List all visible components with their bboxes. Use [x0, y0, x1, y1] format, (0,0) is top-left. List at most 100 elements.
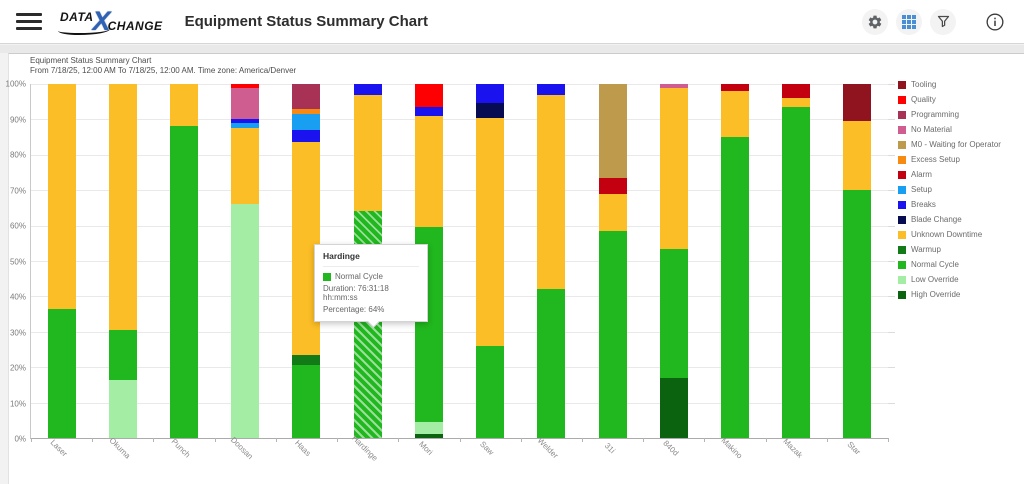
stacked-bar-mori[interactable] [414, 84, 443, 438]
bar-segment[interactable] [537, 289, 566, 438]
legend-item[interactable]: Blade Change [898, 212, 1020, 227]
stacked-bar-okuma[interactable] [108, 84, 137, 438]
bar-segment[interactable] [292, 354, 321, 366]
bar-segment[interactable] [598, 84, 627, 178]
bar-segment[interactable] [353, 94, 382, 212]
legend-item[interactable]: Tooling [898, 77, 1020, 92]
stacked-bar-makino[interactable] [720, 84, 749, 438]
bar-segment[interactable] [414, 115, 443, 228]
legend-item[interactable]: Excess Setup [898, 152, 1020, 167]
bar-segment[interactable] [476, 117, 505, 346]
bar-segment[interactable] [231, 87, 260, 120]
legend-label: High Override [911, 290, 961, 299]
legend-item[interactable]: High Override [898, 287, 1020, 302]
bar-segment[interactable] [108, 379, 137, 438]
settings-button[interactable] [862, 8, 888, 35]
bar-segment[interactable] [476, 84, 505, 104]
bar-segment[interactable] [292, 84, 321, 109]
bar-segment[interactable] [170, 126, 199, 438]
bar-segment[interactable] [537, 84, 566, 95]
legend-item[interactable]: M0 - Waiting for Operator [898, 137, 1020, 152]
bar-segment[interactable] [231, 204, 260, 438]
bar-column [215, 84, 276, 438]
stacked-bar-mazak[interactable] [782, 84, 811, 438]
stacked-bar-punch[interactable] [170, 84, 199, 438]
bar-segment[interactable] [414, 84, 443, 108]
tooltip-title: Hardinge [323, 251, 419, 267]
bar-segment[interactable] [659, 84, 688, 88]
grid-view-button[interactable] [896, 8, 922, 35]
bar-segment[interactable] [598, 177, 627, 194]
bar-segment[interactable] [414, 107, 443, 116]
legend-swatch [898, 245, 906, 254]
x-axis-tick [398, 438, 400, 442]
bar-segment[interactable] [843, 121, 872, 191]
bar-segment[interactable] [720, 91, 749, 138]
bar-segment[interactable] [598, 193, 627, 231]
bar-segment[interactable] [476, 345, 505, 438]
legend-swatch [898, 170, 906, 179]
stacked-bar-31i[interactable] [598, 84, 627, 438]
bar-segment[interactable] [170, 84, 199, 127]
legend-item[interactable]: Alarm [898, 167, 1020, 182]
bar-segment[interactable] [843, 84, 872, 122]
bar-segment[interactable] [720, 137, 749, 438]
legend-item[interactable]: Unknown Downtime [898, 227, 1020, 242]
bar-segment[interactable] [720, 84, 749, 92]
bar-segment[interactable] [659, 248, 688, 378]
bar-segment[interactable] [231, 119, 260, 123]
stacked-bar-laser[interactable] [47, 84, 76, 438]
bar-segment[interactable] [231, 128, 260, 205]
legend-item[interactable]: Warmup [898, 242, 1020, 257]
bar-segment[interactable] [843, 190, 872, 438]
legend-item[interactable]: Setup [898, 182, 1020, 197]
bar-segment[interactable] [598, 230, 627, 438]
legend-item[interactable]: Normal Cycle [898, 257, 1020, 272]
stacked-bar-doosan[interactable] [231, 84, 260, 438]
bar-segment[interactable] [47, 308, 76, 438]
legend-item[interactable]: No Material [898, 122, 1020, 137]
bar-segment[interactable] [476, 103, 505, 118]
bar-column [92, 84, 153, 438]
stacked-bar-star[interactable] [843, 84, 872, 438]
bar-segment[interactable] [231, 122, 260, 129]
bar-segment[interactable] [782, 98, 811, 108]
legend-swatch [898, 200, 906, 209]
bar-segment[interactable] [292, 114, 321, 131]
logo-text-change: CHANGE [107, 18, 163, 33]
bar-segment[interactable] [292, 108, 321, 115]
bar-segment[interactable] [659, 377, 688, 438]
legend-label: Warmup [911, 245, 941, 254]
bar-segment[interactable] [537, 94, 566, 290]
bar-segment[interactable] [782, 107, 811, 438]
legend-item[interactable]: Breaks [898, 197, 1020, 212]
gridline [31, 367, 888, 369]
legend-item[interactable]: Quality [898, 92, 1020, 107]
legend-swatch [898, 80, 906, 89]
stacked-bar-840d[interactable] [659, 84, 688, 438]
info-button[interactable] [982, 9, 1008, 35]
gridline [31, 225, 888, 227]
legend-item[interactable]: Programming [898, 107, 1020, 122]
hamburger-menu-icon[interactable] [16, 13, 42, 30]
right-axis-tick [888, 367, 895, 369]
bar-segment[interactable] [47, 84, 76, 309]
bar-segment[interactable] [414, 422, 443, 435]
bar-column [827, 84, 888, 438]
bar-segment[interactable] [292, 365, 321, 438]
stacked-bar-welder[interactable] [537, 84, 566, 438]
x-axis-tick [92, 438, 94, 442]
legend-item[interactable]: Low Override [898, 272, 1020, 287]
bar-segment[interactable] [659, 87, 688, 249]
bar-segment[interactable] [353, 84, 382, 95]
bar-segment[interactable] [782, 84, 811, 99]
filter-button[interactable] [930, 8, 956, 35]
bar-segment[interactable] [414, 434, 443, 438]
y-axis-label: 90% [9, 115, 26, 124]
stacked-bar-saw[interactable] [476, 84, 505, 438]
bar-segment[interactable] [108, 84, 137, 331]
gridline [31, 190, 888, 192]
bar-segment[interactable] [231, 84, 260, 88]
bar-segment[interactable] [108, 330, 137, 380]
bar-segment[interactable] [292, 130, 321, 143]
